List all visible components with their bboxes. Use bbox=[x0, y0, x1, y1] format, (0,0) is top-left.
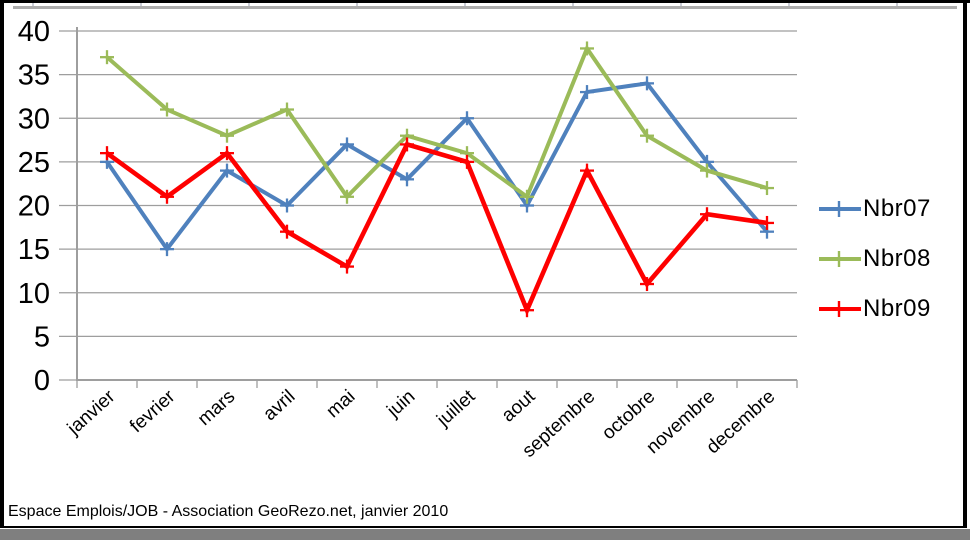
ruler-tick bbox=[896, 2, 898, 6]
window-border-right bbox=[963, 0, 967, 528]
x-axis-label-fevrier: fevrier bbox=[126, 386, 180, 437]
y-axis-label-15: 15 bbox=[18, 234, 50, 266]
x-axis-label-mai: mai bbox=[323, 386, 360, 422]
ruler-tick bbox=[572, 2, 574, 6]
series-line-nbr07 bbox=[105, 81, 769, 253]
x-axis-label-avril: avril bbox=[259, 386, 299, 425]
ruler-tick bbox=[32, 2, 34, 6]
legend-item-nbr07: Nbr07 bbox=[818, 197, 931, 221]
legend-label-nbr09: Nbr09 bbox=[863, 295, 931, 322]
ruler-tick bbox=[356, 2, 358, 6]
x-axis-label-janvier: janvier bbox=[63, 386, 120, 440]
window-border-bottom bbox=[0, 526, 967, 528]
ruler-tick bbox=[248, 2, 250, 6]
legend-marker-nbr07 bbox=[819, 201, 861, 217]
y-axis-label-5: 5 bbox=[34, 321, 50, 353]
window-border-top bbox=[0, 0, 970, 3]
ruler-tick bbox=[788, 2, 790, 6]
x-axis-label-mars: mars bbox=[194, 386, 239, 430]
ruler-tick bbox=[140, 2, 142, 6]
top-ruler-bar bbox=[13, 6, 957, 9]
x-axis-label-aout: aout bbox=[498, 386, 540, 427]
x-axis-label-juillet: juillet bbox=[432, 386, 480, 432]
ruler-tick bbox=[680, 2, 682, 6]
ruler-tick bbox=[464, 2, 466, 6]
window-border-left bbox=[0, 0, 4, 528]
y-axis-label-25: 25 bbox=[18, 147, 50, 179]
legend-marker-nbr09 bbox=[819, 301, 861, 317]
y-axis-label-40: 40 bbox=[18, 16, 50, 48]
bottom-gray-bar bbox=[0, 529, 970, 540]
legend-item-nbr08: Nbr08 bbox=[818, 247, 931, 271]
x-axis-label-juin: juin bbox=[383, 386, 420, 422]
legend-marker-nbr08 bbox=[819, 251, 861, 267]
series-line-nbr09 bbox=[105, 141, 768, 317]
legend-label-nbr07: Nbr07 bbox=[863, 195, 931, 222]
chart-caption: Espace Emplois/JOB - Association GeoRezo… bbox=[8, 503, 449, 520]
series-line-nbr08 bbox=[105, 44, 768, 200]
y-axis-label-35: 35 bbox=[18, 60, 50, 92]
y-axis-label-10: 10 bbox=[18, 278, 50, 310]
legend-item-nbr09: Nbr09 bbox=[818, 297, 931, 321]
y-axis-label-30: 30 bbox=[18, 103, 50, 135]
chart-legend: Nbr07 Nbr08 Nbr09 bbox=[818, 197, 931, 321]
legend-label-nbr08: Nbr08 bbox=[863, 245, 931, 272]
y-axis-label-20: 20 bbox=[18, 191, 50, 223]
y-axis-label-0: 0 bbox=[34, 365, 50, 397]
line-chart: 0 5 10 15 20 25 30 35 40 janvier fevrier mars avril m… bbox=[18, 16, 798, 462]
top-ruler bbox=[13, 2, 957, 10]
